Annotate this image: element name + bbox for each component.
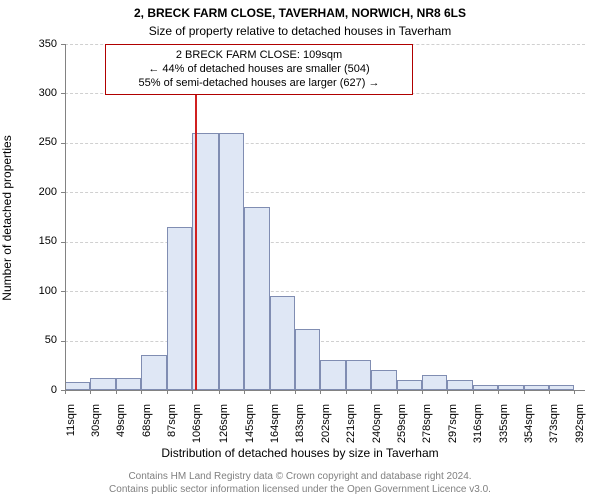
x-tickmark (219, 390, 220, 394)
gridline (65, 192, 585, 193)
gridline (65, 291, 585, 292)
histogram-bar (90, 378, 115, 390)
x-tickmark (167, 390, 168, 394)
x-tickmark (371, 390, 372, 394)
histogram-bar (447, 380, 472, 390)
x-axis-label: Distribution of detached houses by size … (0, 446, 600, 460)
x-tickmark (90, 390, 91, 394)
x-tickmark (320, 390, 321, 394)
histogram-bar (116, 378, 141, 390)
y-tick-label: 50 (17, 334, 57, 346)
y-tick-label: 0 (17, 384, 57, 396)
histogram-bar (219, 133, 244, 390)
x-tickmark (346, 390, 347, 394)
x-axis-line (65, 390, 585, 391)
x-tickmark (295, 390, 296, 394)
x-tickmark (397, 390, 398, 394)
y-axis-line (65, 44, 66, 390)
footer-line: Contains public sector information licen… (0, 484, 600, 497)
footer-line: Contains HM Land Registry data © Crown c… (0, 471, 600, 484)
gridline (65, 242, 585, 243)
x-tickmark (498, 390, 499, 394)
footer-credits: Contains HM Land Registry data © Crown c… (0, 471, 600, 496)
chart-subtitle: Size of property relative to detached ho… (0, 24, 600, 38)
histogram-bar (141, 355, 166, 390)
x-tickmark (270, 390, 271, 394)
x-tickmark (447, 390, 448, 394)
x-tickmark (549, 390, 550, 394)
histogram-bar (397, 380, 422, 390)
x-tickmark (244, 390, 245, 394)
gridline (65, 341, 585, 342)
x-tickmark (524, 390, 525, 394)
histogram-bar (371, 370, 396, 390)
reference-line (195, 44, 197, 390)
plot-area: 05010015020025030035011sqm30sqm49sqm68sq… (65, 44, 585, 390)
x-tickmark (65, 390, 66, 394)
chart-title: 2, BRECK FARM CLOSE, TAVERHAM, NORWICH, … (0, 6, 600, 20)
x-tickmark (422, 390, 423, 394)
x-tickmark (141, 390, 142, 394)
gridline (65, 143, 585, 144)
histogram-bar (167, 227, 192, 390)
y-tick-label: 250 (17, 136, 57, 148)
y-tick-label: 200 (17, 186, 57, 198)
histogram-bar (244, 207, 269, 390)
histogram-bar (346, 360, 371, 390)
annotation-box: 2 BRECK FARM CLOSE: 109sqm ← 44% of deta… (105, 44, 413, 95)
chart-container: { "titles": { "main": "2, BRECK FARM CLO… (0, 0, 600, 500)
x-tickmark (473, 390, 474, 394)
y-tick-label: 300 (17, 87, 57, 99)
annotation-line: 55% of semi-detached houses are larger (… (112, 77, 406, 91)
histogram-bar (320, 360, 345, 390)
y-tick-label: 350 (17, 38, 57, 50)
annotation-line: ← 44% of detached houses are smaller (50… (112, 63, 406, 77)
histogram-bar (270, 296, 295, 390)
x-tickmark (574, 390, 575, 394)
x-tickmark (192, 390, 193, 394)
annotation-line: 2 BRECK FARM CLOSE: 109sqm (112, 49, 406, 63)
y-axis-label: Number of detached properties (0, 118, 14, 318)
x-tickmark (116, 390, 117, 394)
histogram-bar (422, 375, 447, 390)
histogram-bar (65, 382, 90, 390)
y-tick-label: 150 (17, 235, 57, 247)
y-tick-label: 100 (17, 285, 57, 297)
histogram-bar (295, 329, 320, 390)
